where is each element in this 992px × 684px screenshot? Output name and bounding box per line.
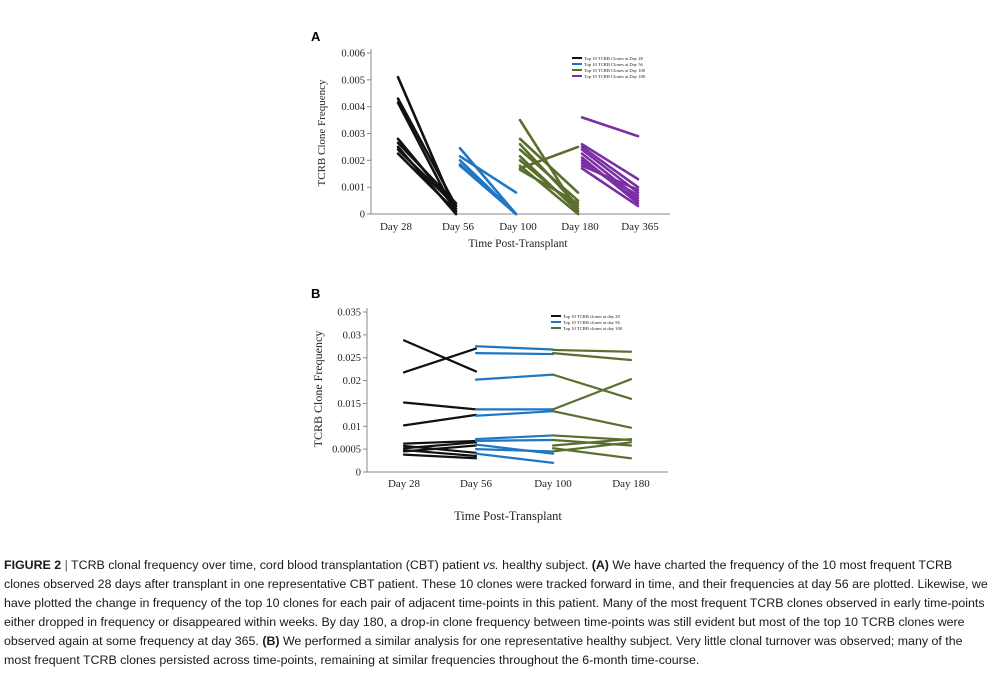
panel-b-chart: 0 0.0005 0.01 0.015 0.02 0.025 0.03 0.035 Day 28… — [311, 308, 668, 523]
series-line-segment — [551, 410, 633, 429]
series-line-segment — [551, 437, 633, 447]
y-axis-title: TCRB Clone Frequency — [311, 331, 325, 448]
series-line-segment — [518, 164, 580, 216]
x-tick-label: Day 28 — [380, 221, 413, 233]
legend-entry: Top 10 TCRB Clones at Day 56 — [584, 62, 644, 67]
series-line-segment — [402, 413, 478, 427]
y-axis-title: TCRB Clone Frequency — [316, 79, 328, 186]
figure-caption: FIGURE 2 | TCRB clonal frequency over ti… — [4, 556, 988, 670]
y-tick-label: 0.003 — [341, 129, 365, 140]
y-tick-label: 0.03 — [343, 330, 361, 341]
series-line-segment — [458, 146, 518, 216]
series-line-segment — [474, 345, 555, 351]
y-tick-label: 0 — [356, 468, 361, 479]
x-tick-label: Day 28 — [388, 478, 421, 490]
series-line-segment — [580, 145, 640, 189]
x-tick-label: Day 56 — [442, 221, 475, 233]
y-tick-label: 0.006 — [341, 49, 365, 60]
caption-intro2: healthy subject. — [498, 558, 592, 572]
series-line-segment — [402, 347, 478, 374]
y-tick-label: 0.035 — [337, 308, 361, 319]
caption-b-tag: (B) — [262, 634, 280, 648]
series-line-segment — [518, 168, 580, 205]
x-axis-title: Time Post-Transplant — [454, 509, 562, 523]
x-axis-title: Time Post-Transplant — [468, 238, 568, 250]
y-tick-label: 0.02 — [343, 376, 361, 387]
series-line-segment — [402, 401, 478, 411]
y-tick-label: 0.015 — [337, 399, 361, 410]
caption-intro: TCRB clonal frequency over time, cord bl… — [67, 558, 483, 572]
caption-separator: | — [64, 558, 68, 572]
series-line-segment — [551, 441, 633, 453]
series-line-segment — [518, 159, 580, 210]
series-line-segment — [396, 141, 458, 205]
series-line-segment — [474, 443, 555, 455]
x-tick-label: Day 100 — [534, 478, 572, 490]
series-line-segment — [518, 145, 580, 170]
caption-vs: vs. — [482, 558, 499, 572]
x-tick-label: Day 180 — [561, 221, 599, 233]
y-tick-label: 0.002 — [341, 156, 365, 167]
panel-a-letter: A — [311, 29, 321, 44]
y-tick-label: 0.005 — [341, 75, 365, 86]
x-tick-label: Day 180 — [612, 478, 650, 490]
series-line-segment — [474, 410, 555, 417]
series-line-segment — [474, 448, 555, 453]
series-line-segment — [580, 164, 640, 192]
legend-entry: Top 10 TCRB Clones at Day 28 — [584, 56, 644, 61]
series-line-segment — [402, 339, 478, 373]
series-line-segment — [458, 164, 518, 216]
series-line-segment — [474, 434, 555, 441]
series-line-segment — [551, 373, 633, 400]
series-line-segment — [402, 439, 478, 445]
series-line-segment — [518, 137, 580, 194]
x-tick-label: Day 100 — [499, 221, 537, 233]
series-line-segment — [396, 152, 458, 213]
caption-a-text: We have charted the frequency of the 10 … — [4, 558, 988, 648]
series-line-segment — [402, 453, 478, 460]
series-line-segment — [580, 142, 640, 181]
y-tick-label: 0.004 — [341, 102, 365, 113]
series-line-segment — [402, 444, 478, 453]
y-tick-label: 0.01 — [343, 422, 361, 433]
series-line-segment — [458, 155, 518, 194]
legend-entry: Top 10 TCRB Clones at Day 100 — [584, 68, 646, 73]
series-line-segment — [402, 441, 478, 450]
series-line-segment — [474, 352, 555, 356]
legend-entry: Top 10 TCRB Clones at Day 180 — [584, 74, 646, 79]
caption-label: FIGURE 2 — [4, 558, 62, 572]
series-line-segment — [474, 452, 555, 464]
y-tick-label: 0 — [360, 210, 365, 221]
series-line-segment — [580, 116, 640, 138]
series-line-segment — [518, 148, 580, 202]
series-line-segment — [474, 438, 555, 443]
series-line-segment — [551, 348, 633, 353]
y-tick-label: 0.001 — [341, 183, 365, 194]
legend-entry: Top 10 TCRB clones at day 28 — [563, 314, 620, 319]
x-tick-label: Day 365 — [621, 221, 659, 233]
series-line-segment — [396, 148, 458, 208]
series-line-segment — [580, 167, 640, 208]
series-line-segment — [474, 373, 555, 381]
y-tick-label: 0.025 — [337, 353, 361, 364]
series-line-segment — [551, 352, 633, 362]
legend-entry: Top 10 TCRB clones at day 56 — [563, 320, 620, 325]
panel-b-letter: B — [311, 286, 320, 301]
caption-a-tag: (A) — [591, 558, 609, 572]
caption-b-text: We performed a similar analysis for one … — [4, 634, 963, 667]
legend-entry: Top 10 TCRB clones at day 100 — [563, 326, 623, 331]
figure-canvas: A 0 0.001 0.002 0.003 0.004 0.005 0.006 Day 28 D… — [311, 29, 670, 523]
x-tick-label: Day 56 — [460, 478, 493, 490]
series-line-segment — [551, 378, 633, 411]
series-line-segment — [396, 97, 458, 208]
y-tick-label: 0.0005 — [332, 445, 361, 456]
panel-a-chart: 0 0.001 0.002 0.003 0.004 0.005 0.006 Day 28 Day… — [316, 49, 670, 250]
